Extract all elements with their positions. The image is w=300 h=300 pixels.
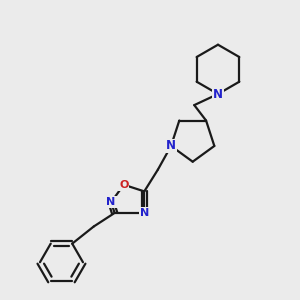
Text: N: N bbox=[140, 208, 149, 218]
Text: O: O bbox=[119, 180, 128, 190]
Text: N: N bbox=[213, 88, 223, 100]
Text: N: N bbox=[166, 140, 176, 152]
Text: N: N bbox=[106, 197, 116, 207]
